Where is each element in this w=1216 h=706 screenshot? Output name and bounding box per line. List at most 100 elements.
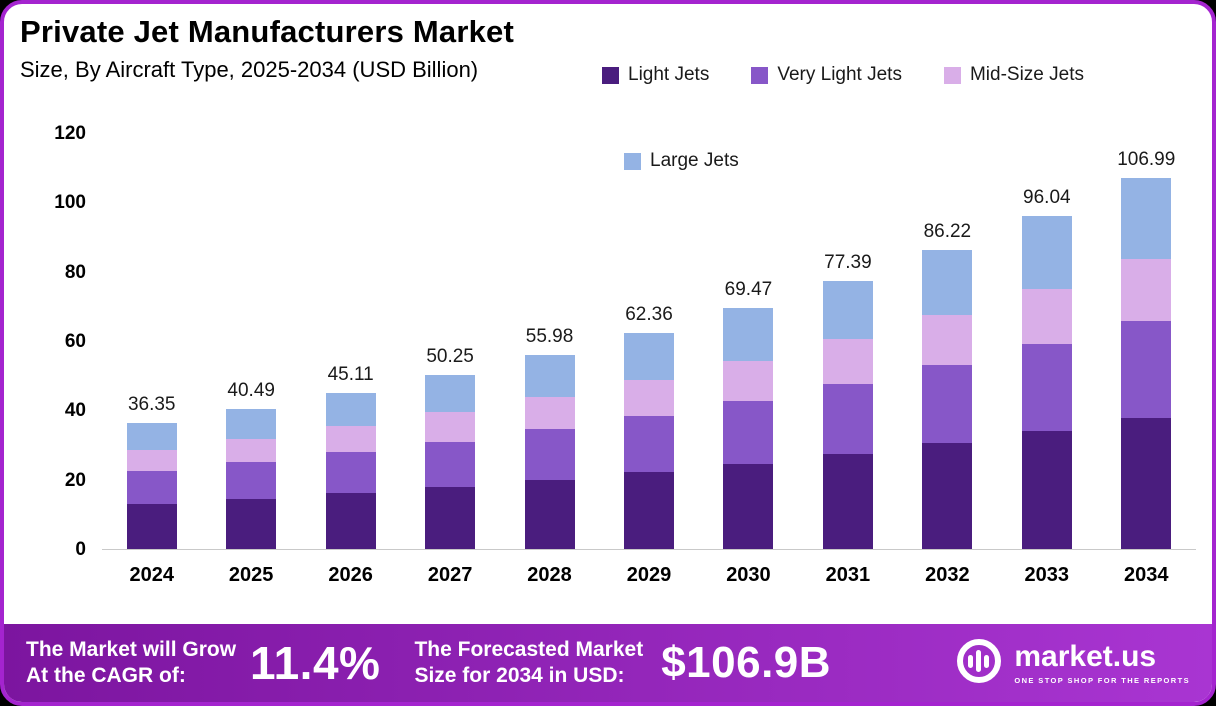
y-tick-label: 120 <box>54 123 86 144</box>
bar-segment-light-jets <box>922 443 973 549</box>
bar-column-2027: 50.25 <box>400 134 499 549</box>
bar-column-2033: 96.04 <box>997 134 1096 549</box>
bar-segment-light-jets <box>226 498 277 549</box>
bar-segment-large-jets <box>922 250 973 316</box>
legend-row-2: Large Jets <box>624 150 739 172</box>
bar-segment-light-jets <box>1021 431 1072 549</box>
x-axis-label-2033: 2033 <box>1024 564 1070 586</box>
bar-total-label: 50.25 <box>426 345 474 367</box>
legend-label: Large Jets <box>650 150 739 171</box>
bar-segment-very-light-jets <box>226 462 277 499</box>
bar-stack <box>425 374 476 549</box>
bar-column-2030: 69.47 <box>699 134 798 549</box>
x-axis-label-2025: 2025 <box>228 564 274 586</box>
bar-segment-mid-size-jets <box>226 438 277 462</box>
bar-total-label: 55.98 <box>525 325 574 347</box>
legend-swatch-icon <box>751 66 769 84</box>
bar-total-label: 69.47 <box>724 279 773 301</box>
bar-segment-very-light-jets <box>623 415 674 473</box>
bar-segment-large-jets <box>1121 178 1172 260</box>
x-axis-label-2029: 2029 <box>626 564 672 586</box>
bar-segment-very-light-jets <box>922 365 973 444</box>
bar-segment-light-jets <box>1121 417 1172 549</box>
bar-segment-very-light-jets <box>325 452 376 494</box>
bar-column-2031: 77.39 <box>798 134 897 549</box>
y-axis: 0 20 40 60 80 100 120 <box>22 123 94 560</box>
bar-total-label: 45.11 <box>327 363 374 385</box>
forecast-label-line2: Size for 2034 in USD: <box>414 664 625 687</box>
bar-stack <box>822 280 873 549</box>
bar-total-label: 62.36 <box>625 303 673 325</box>
x-axis: 2024 2025 2026 2027 2028 2029 2030 2031 2032 2033… <box>102 564 1196 587</box>
bar-segment-large-jets <box>723 308 774 361</box>
bar-total-label: 96.04 <box>1023 187 1071 209</box>
cagr-label-line1: The Market will Grow <box>26 638 237 662</box>
y-tick-label: 60 <box>64 331 86 352</box>
bar-segment-mid-size-jets <box>425 412 476 442</box>
legend-label: Light Jets <box>628 64 710 85</box>
bar-segment-large-jets <box>1021 216 1072 289</box>
bar-segment-mid-size-jets <box>723 360 774 401</box>
cagr-label-line2: At the CAGR of: <box>26 664 186 687</box>
bar-segment-very-light-jets <box>425 441 476 487</box>
bar-column-2032: 86.22 <box>898 134 997 549</box>
brand-logo: market.us ONE STOP SHOP FOR THE REPORTS <box>954 636 1190 691</box>
bar-segment-very-light-jets <box>822 384 873 455</box>
bar-column-2028: 55.98 <box>500 134 599 549</box>
bar-segment-mid-size-jets <box>524 397 575 430</box>
bar-stack <box>524 354 575 549</box>
bar-segment-very-light-jets <box>723 401 774 464</box>
cagr-value: 11.4% <box>250 637 381 689</box>
cagr-label: The Market will Grow At the CAGR of: <box>26 637 236 688</box>
legend-swatch-icon <box>943 66 961 84</box>
x-axis-label-2034: 2034 <box>1124 564 1169 586</box>
bar-segment-large-jets <box>822 280 873 340</box>
bar-segment-mid-size-jets <box>325 426 376 453</box>
brand-text: market.us ONE STOP SHOP FOR THE REPORTS <box>1014 639 1190 685</box>
marketus-logo-icon <box>954 636 1004 691</box>
bar-segment-light-jets <box>723 463 774 549</box>
bar-segment-mid-size-jets <box>922 315 973 366</box>
forecast-value: $106.9B <box>661 638 832 687</box>
bar-segment-mid-size-jets <box>822 339 873 384</box>
x-axis-label-2024: 2024 <box>129 564 174 586</box>
bar-stack <box>325 392 376 549</box>
brand-name: market.us <box>1014 639 1157 673</box>
bar-segment-large-jets <box>524 354 575 398</box>
y-tick-label: 40 <box>64 400 86 422</box>
bar-segment-mid-size-jets <box>1021 288 1072 345</box>
bar-segment-mid-size-jets <box>623 379 674 416</box>
legend-item-mid-size-jets: Mid-Size Jets <box>943 64 1084 86</box>
y-tick-label: 80 <box>64 261 86 283</box>
legend-swatch-icon <box>602 66 619 84</box>
x-axis-label-2026: 2026 <box>328 564 373 586</box>
brand-tagline: ONE STOP SHOP FOR THE REPORTS <box>1014 675 1190 685</box>
y-tick-label: 20 <box>64 469 86 491</box>
bar-stack <box>226 408 277 549</box>
bar-stack <box>1121 178 1172 549</box>
bar-segment-very-light-jets <box>524 429 575 481</box>
x-axis-label-2032: 2032 <box>925 564 970 586</box>
bar-total-label: 86.22 <box>923 221 972 243</box>
bar-segment-large-jets <box>226 408 277 439</box>
bar-total-label: 77.39 <box>824 251 872 273</box>
legend-item-very-light-jets: Very Light Jets <box>751 64 902 86</box>
x-axis-label-2027: 2027 <box>427 564 473 586</box>
legend-item-large-jets: Large Jets <box>624 150 739 172</box>
bar-segment-light-jets <box>822 454 873 549</box>
plot-area: 36.35 40.49 45.11 50.25 55.98 62.36 69.47 77.39… <box>102 134 1196 550</box>
plot-columns: 36.35 40.49 45.11 50.25 55.98 62.36 69.47 77.39… <box>102 134 1196 549</box>
footer-banner: The Market will Grow At the CAGR of: 11.… <box>4 624 1212 702</box>
forecast-label: The Forecasted Market Size for 2034 in U… <box>414 637 643 688</box>
bar-segment-light-jets <box>325 493 376 549</box>
page-title: Private Jet Manufacturers Market <box>20 14 514 49</box>
chart: 0 20 40 60 80 100 120 36.35 40.49 45.11 50.25 55.9… <box>22 123 1202 560</box>
bar-segment-light-jets <box>425 486 476 549</box>
header: Private Jet Manufacturers Market Size, B… <box>20 14 514 83</box>
bar-segment-light-jets <box>524 480 575 549</box>
bar-stack <box>623 332 674 549</box>
forecast-label-line1: The Forecasted Market <box>414 638 644 662</box>
legend-label: Very Light Jets <box>777 64 902 85</box>
bar-total-label: 36.35 <box>127 394 176 416</box>
